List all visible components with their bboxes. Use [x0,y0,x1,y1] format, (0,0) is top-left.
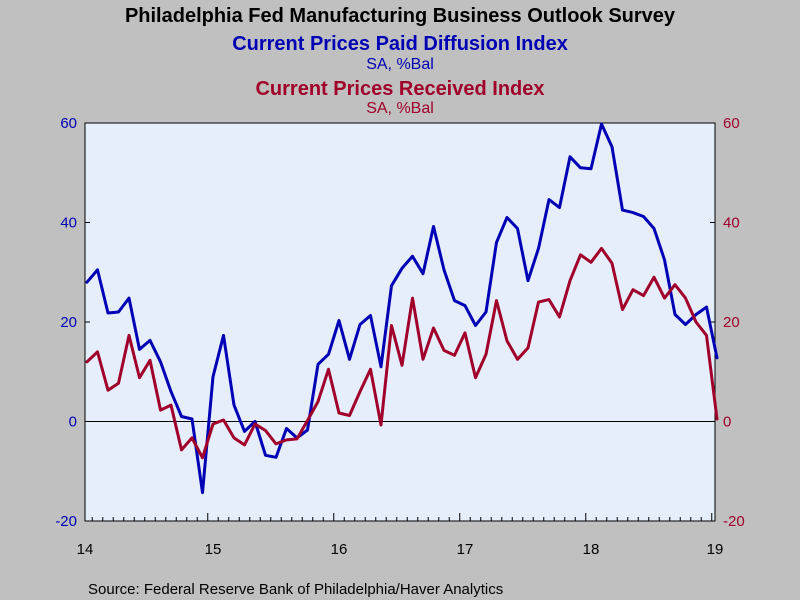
right-tick-label: 60 [723,115,740,132]
left-tick-label: 60 [60,115,77,132]
x-axis: 14 15 16 17 18 19 [77,513,724,558]
left-tick-label: 20 [60,314,77,331]
x-tick-label: 19 [707,541,724,558]
x-tick-label: 17 [457,541,474,558]
right-axis: 60 40 20 0 -20 [710,115,745,530]
right-tick-label: 0 [723,414,731,431]
right-tick-label: 40 [723,215,740,232]
series-red-title: Current Prices Received Index [255,78,544,100]
left-tick-label: 40 [60,215,77,232]
plot-area [84,122,716,522]
x-tick-label: 14 [77,541,94,558]
series-line-prices-paid [85,122,719,495]
series-blue-title: Current Prices Paid Diffusion Index [232,33,568,55]
source-note: Source: Federal Reserve Bank of Philadel… [88,581,503,598]
series-red-units: SA, %Bal [366,100,434,117]
chart-title: Philadelphia Fed Manufacturing Business … [125,5,676,27]
x-tick-label: 18 [583,541,600,558]
right-tick-label: 20 [723,314,740,331]
series-blue-units: SA, %Bal [366,56,434,73]
x-tick-label: 16 [331,541,348,558]
series-group [85,122,719,495]
x-tick-label: 15 [205,541,222,558]
left-tick-label: -20 [55,513,77,530]
left-axis: 60 40 20 0 -20 [55,115,90,530]
right-tick-label: -20 [723,513,745,530]
series-line-prices-received [85,246,719,460]
left-tick-label: 0 [69,414,77,431]
